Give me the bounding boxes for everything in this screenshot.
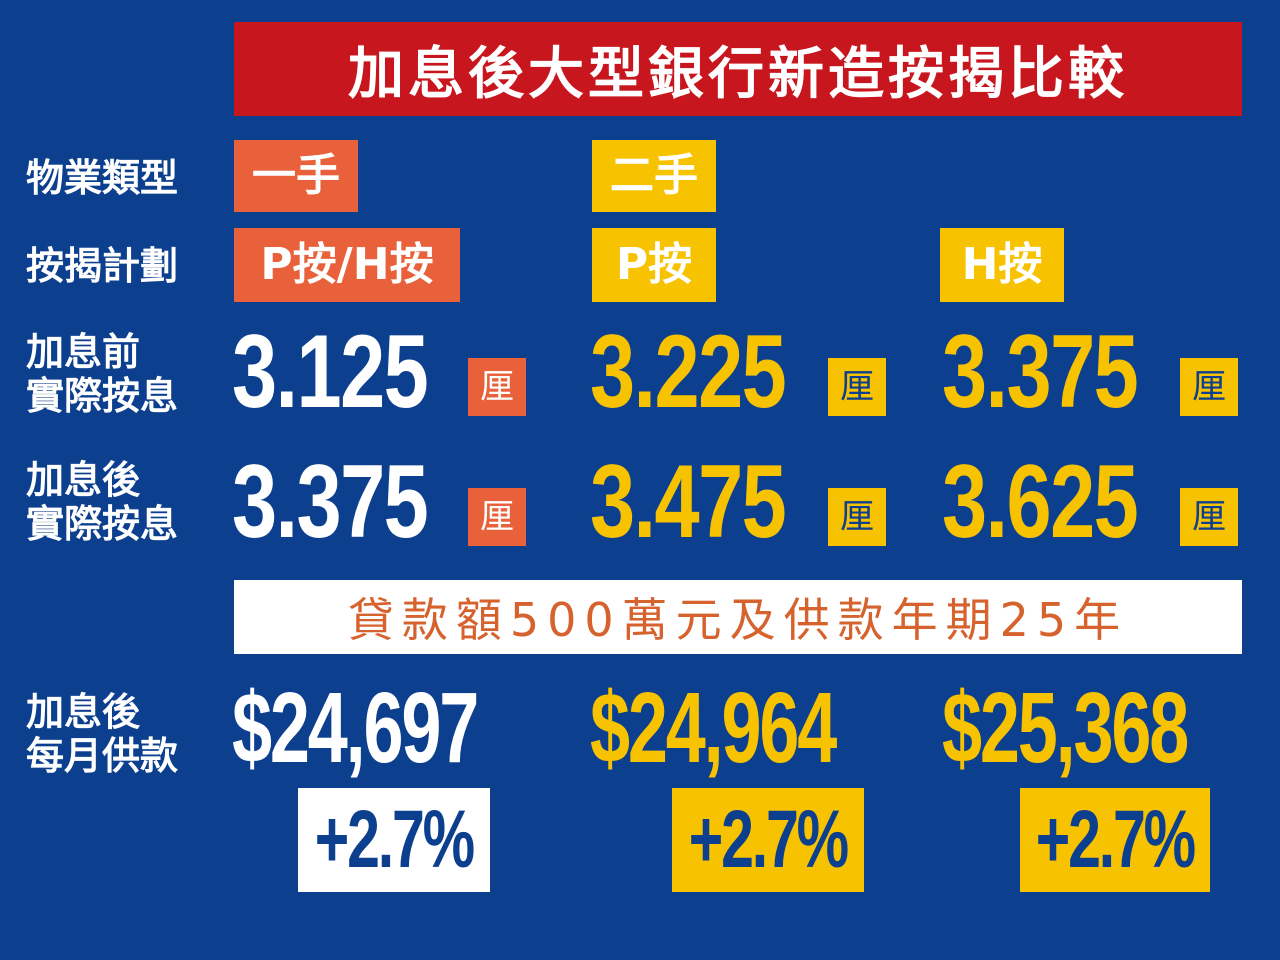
rate-after-col1: 3.375 [232,444,429,560]
change-badge-col1: +2.7% [298,788,490,892]
payment-col1: $24,697 [232,672,479,784]
label-payment-line1: 加息後 [26,690,141,734]
rate-before-col3: 3.375 [942,314,1139,430]
tag-plan-h: H按 [940,228,1064,302]
label-monthly-payment: 加息後 每月供款 [26,690,178,778]
label-rate-before: 加息前 實際按息 [26,330,178,418]
unit-before-col1: 厘 [468,358,526,416]
rate-after-col3: 3.625 [942,444,1139,560]
change-value-col2: +2.7% [688,794,849,885]
unit-before-col2: 厘 [828,358,886,416]
label-rate-before-line1: 加息前 [26,330,141,374]
tag-first-hand: 一手 [234,140,358,212]
label-mortgage-plan: 按揭計劃 [26,244,179,288]
tag-plan-p-h: P按/H按 [234,228,460,302]
tag-plan-p: P按 [592,228,716,302]
unit-after-col1: 厘 [468,488,526,546]
label-property-type: 物業類型 [26,156,179,200]
unit-after-col2: 厘 [828,488,886,546]
rate-before-col2: 3.225 [590,314,787,430]
change-value-col3: +2.7% [1035,794,1196,885]
payment-col2: $24,964 [590,672,837,784]
label-rate-after-line1: 加息後 [26,458,141,502]
label-rate-after: 加息後 實際按息 [26,458,178,546]
rate-before-col1: 3.125 [232,314,429,430]
rate-after-col2: 3.475 [590,444,787,560]
label-rate-before-line2: 實際按息 [26,374,179,418]
payment-col3: $25,368 [942,672,1189,784]
loan-note-banner: 貸款額500萬元及供款年期25年 [234,580,1242,654]
tag-second-hand: 二手 [592,140,716,212]
unit-before-col3: 厘 [1180,358,1238,416]
label-payment-line2: 每月供款 [26,734,179,778]
change-badge-col3: +2.7% [1020,788,1210,892]
unit-after-col3: 厘 [1180,488,1238,546]
label-rate-after-line2: 實際按息 [26,502,179,546]
change-badge-col2: +2.7% [672,788,864,892]
change-value-col1: +2.7% [314,794,475,885]
page-title: 加息後大型銀行新造按揭比較 [234,22,1242,116]
